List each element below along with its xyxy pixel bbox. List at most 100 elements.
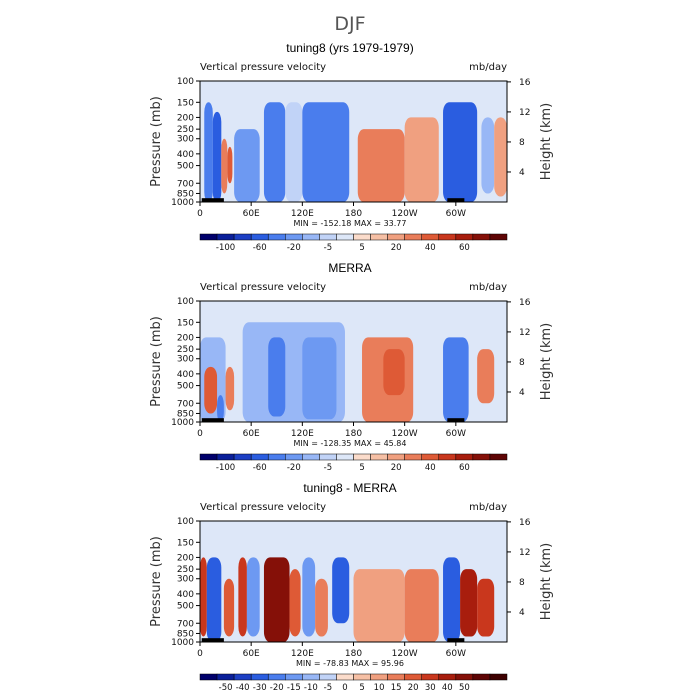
topography bbox=[447, 198, 465, 202]
colorbar-swatch bbox=[250, 673, 269, 681]
field-region bbox=[221, 138, 228, 194]
colorbar-swatch bbox=[250, 233, 269, 241]
colorbar-swatch bbox=[421, 453, 440, 461]
field-region bbox=[357, 129, 405, 202]
colorbar-swatch bbox=[472, 673, 491, 681]
colorbar-swatch bbox=[233, 453, 252, 461]
y-tick-label: 700 bbox=[177, 179, 194, 189]
field-region bbox=[206, 557, 222, 642]
colorbar-label: 10 bbox=[374, 683, 385, 693]
colorbar-swatch bbox=[387, 673, 405, 681]
x-tick-label: 120W bbox=[392, 649, 418, 659]
height-tick-label: 12 bbox=[519, 108, 530, 118]
colorbar-swatch bbox=[336, 673, 354, 681]
y-tick-label: 100 bbox=[177, 517, 194, 527]
y-tick-label: 200 bbox=[177, 113, 194, 123]
x-tick-label: 60E bbox=[243, 209, 260, 219]
field-region bbox=[212, 111, 222, 202]
topography bbox=[201, 198, 224, 202]
colorbar-label: 0 bbox=[342, 683, 347, 693]
colorbar-swatch bbox=[319, 233, 337, 241]
colorbar-swatch bbox=[404, 453, 422, 461]
y-axis-title: Pressure (mb) bbox=[149, 536, 164, 627]
field-region bbox=[289, 569, 301, 637]
colorbar-label: -100 bbox=[216, 243, 235, 253]
field-region bbox=[234, 129, 260, 202]
x-tick-label: 60W bbox=[446, 429, 466, 439]
y-tick-label: 850 bbox=[177, 189, 194, 199]
y-tick-label: 150 bbox=[177, 538, 194, 548]
x-tick-label: 180 bbox=[345, 429, 362, 439]
colorbar-label: -40 bbox=[236, 683, 250, 693]
colorbar-label: 5 bbox=[359, 243, 364, 253]
panel-title: tuning8 (yrs 1979-1979) bbox=[286, 41, 413, 55]
x-tick-label: 120E bbox=[291, 429, 314, 439]
x-tick-label: 120W bbox=[392, 209, 418, 219]
colorbar-swatch bbox=[336, 233, 354, 241]
y-tick-label: 200 bbox=[177, 553, 194, 563]
colorbar-swatch bbox=[438, 233, 457, 241]
x-tick-label: 120E bbox=[291, 209, 314, 219]
colorbar-swatch bbox=[370, 673, 388, 681]
colorbar-label: 20 bbox=[391, 243, 402, 253]
y-tick-label: 400 bbox=[177, 590, 194, 600]
field-region bbox=[481, 117, 495, 194]
height-tick-label: 16 bbox=[519, 78, 531, 88]
height-tick-label: 4 bbox=[519, 168, 525, 178]
field-region bbox=[223, 578, 235, 637]
colorbar-swatch bbox=[472, 233, 491, 241]
y-tick-label: 250 bbox=[177, 125, 194, 135]
units-label: mb/day bbox=[469, 282, 507, 293]
x-tick-label: 0 bbox=[197, 649, 203, 659]
y-tick-label: 400 bbox=[177, 150, 194, 160]
colorbar-label: 40 bbox=[425, 243, 436, 253]
season-title: DJF bbox=[334, 13, 365, 35]
field-region bbox=[460, 569, 478, 637]
colorbar-swatch bbox=[199, 453, 218, 461]
colorbar-swatch bbox=[233, 673, 252, 681]
units-label: mb/day bbox=[469, 62, 507, 73]
colorbar-label: -20 bbox=[270, 683, 284, 693]
topography bbox=[447, 638, 465, 642]
colorbar-swatch bbox=[233, 233, 252, 241]
colorbar-swatch bbox=[370, 233, 388, 241]
height-tick-label: 16 bbox=[519, 298, 531, 308]
x-tick-label: 60E bbox=[243, 429, 260, 439]
field-region bbox=[268, 337, 286, 417]
y-tick-label: 500 bbox=[177, 162, 194, 172]
y-tick-label: 1000 bbox=[171, 418, 194, 428]
min-max-label: MIN = -152.18 MAX = 33.77 bbox=[293, 219, 406, 228]
field-region bbox=[204, 102, 213, 202]
field-region bbox=[217, 395, 224, 422]
y-tick-label: 300 bbox=[177, 135, 194, 145]
y-tick-label: 500 bbox=[177, 602, 194, 612]
height-tick-label: 12 bbox=[519, 328, 530, 338]
height-axis-title: Height (km) bbox=[539, 103, 554, 180]
field-region bbox=[383, 349, 405, 396]
y-tick-label: 150 bbox=[177, 318, 194, 328]
colorbar-label: -20 bbox=[287, 243, 301, 253]
colorbar-label: -15 bbox=[287, 683, 301, 693]
height-tick-label: 4 bbox=[519, 608, 525, 618]
y-tick-label: 100 bbox=[177, 297, 194, 307]
y-tick-label: 400 bbox=[177, 370, 194, 380]
height-axis-title: Height (km) bbox=[539, 543, 554, 620]
colorbar-swatch bbox=[438, 453, 457, 461]
colorbar-swatch bbox=[489, 233, 508, 241]
colorbar-label: 5 bbox=[359, 463, 364, 473]
colorbar-swatch bbox=[404, 233, 422, 241]
panels-group: tuning8 (yrs 1979-1979) Vertical pressure… bbox=[149, 41, 554, 693]
colorbar-swatch bbox=[404, 673, 422, 681]
colorbar-swatch bbox=[319, 453, 337, 461]
y-tick-label: 850 bbox=[177, 629, 194, 639]
colorbar-label: -10 bbox=[304, 683, 318, 693]
y-axis-title: Pressure (mb) bbox=[149, 96, 164, 187]
x-tick-label: 60E bbox=[243, 649, 260, 659]
colorbar-label: -5 bbox=[324, 683, 332, 693]
min-max-label: MIN = -128.35 MAX = 45.84 bbox=[293, 439, 406, 448]
height-axis-title: Height (km) bbox=[539, 323, 554, 400]
colorbar-swatch bbox=[455, 673, 474, 681]
colorbar-label: -60 bbox=[253, 463, 267, 473]
colorbar-swatch bbox=[472, 453, 491, 461]
colorbar-label: -100 bbox=[216, 463, 235, 473]
